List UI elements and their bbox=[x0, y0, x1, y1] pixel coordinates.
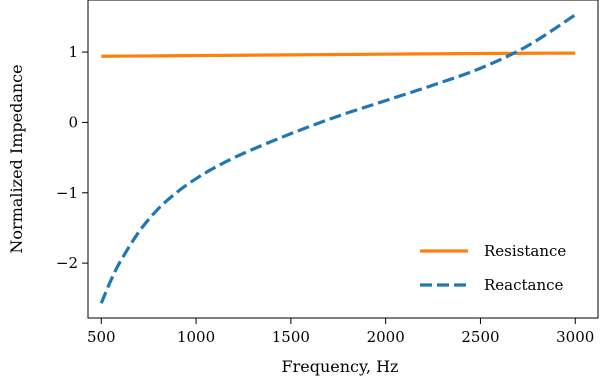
legend: Resistance Reactance bbox=[420, 242, 566, 294]
axes-frame bbox=[87, 0, 599, 319]
x-tick-label: 1000 bbox=[177, 328, 215, 346]
series-line-resistance bbox=[101, 51, 576, 58]
axes: 500 1000 1500 2000 2500 3000 1 0 −1 −2 bbox=[56, 0, 599, 346]
x-tick-label: 500 bbox=[87, 328, 116, 346]
y-axis-label: Normalized Impedance bbox=[7, 64, 26, 253]
x-tick-label: 2000 bbox=[367, 328, 405, 346]
x-tick-label: 3000 bbox=[556, 328, 594, 346]
x-tick-label: 2500 bbox=[461, 328, 499, 346]
plot-area bbox=[99, 13, 577, 304]
legend-label-reactance: Reactance bbox=[484, 276, 564, 294]
legend-label-resistance: Resistance bbox=[484, 242, 566, 260]
x-tick-label: 1500 bbox=[272, 328, 310, 346]
y-tick-label: −1 bbox=[56, 184, 78, 202]
y-tick-label: −2 bbox=[56, 254, 78, 272]
series-lines bbox=[99, 13, 577, 304]
series-line-reactance bbox=[99, 13, 577, 304]
y-tick-label: 0 bbox=[68, 113, 78, 131]
x-axis-label: Frequency, Hz bbox=[282, 357, 399, 376]
y-tick-label: 1 bbox=[68, 43, 78, 61]
